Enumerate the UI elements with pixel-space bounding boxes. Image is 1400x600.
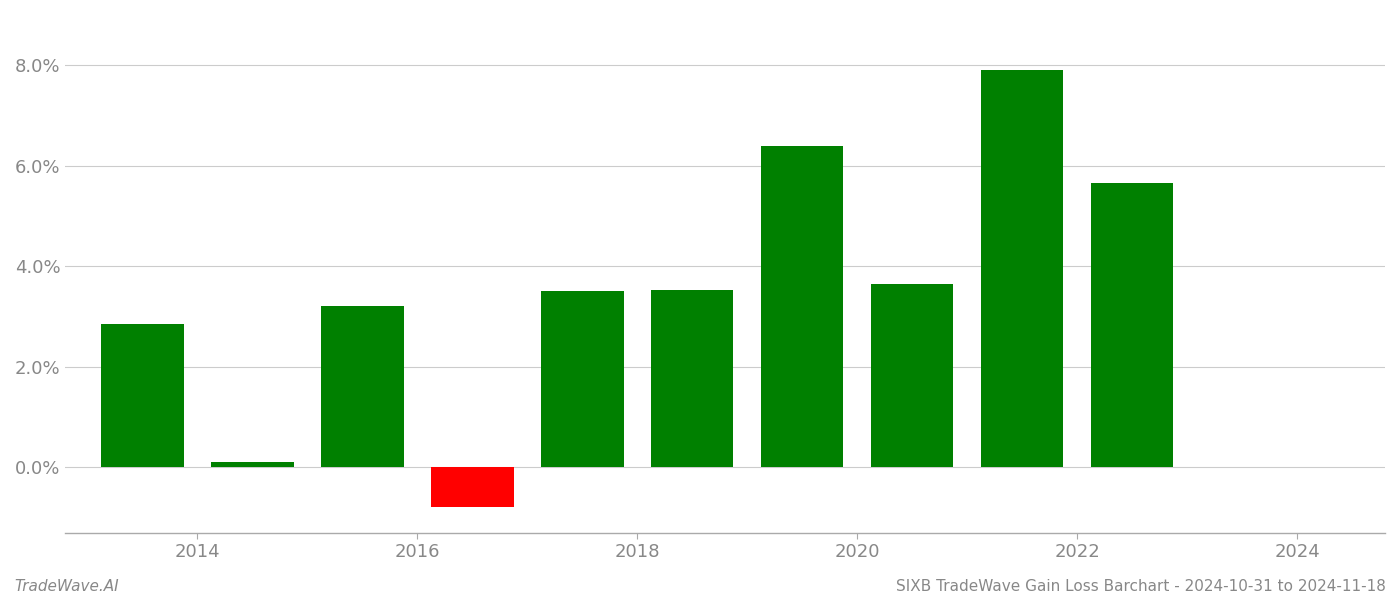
Bar bbox=[762, 146, 843, 467]
Bar bbox=[981, 70, 1064, 467]
Text: SIXB TradeWave Gain Loss Barchart - 2024-10-31 to 2024-11-18: SIXB TradeWave Gain Loss Barchart - 2024… bbox=[896, 579, 1386, 594]
Bar bbox=[1091, 184, 1173, 467]
Bar bbox=[101, 324, 183, 467]
Text: TradeWave.AI: TradeWave.AI bbox=[14, 579, 119, 594]
Bar bbox=[321, 307, 403, 467]
Bar bbox=[431, 467, 514, 508]
Bar bbox=[211, 462, 294, 467]
Bar bbox=[651, 290, 734, 467]
Bar bbox=[540, 292, 623, 467]
Bar bbox=[871, 284, 953, 467]
